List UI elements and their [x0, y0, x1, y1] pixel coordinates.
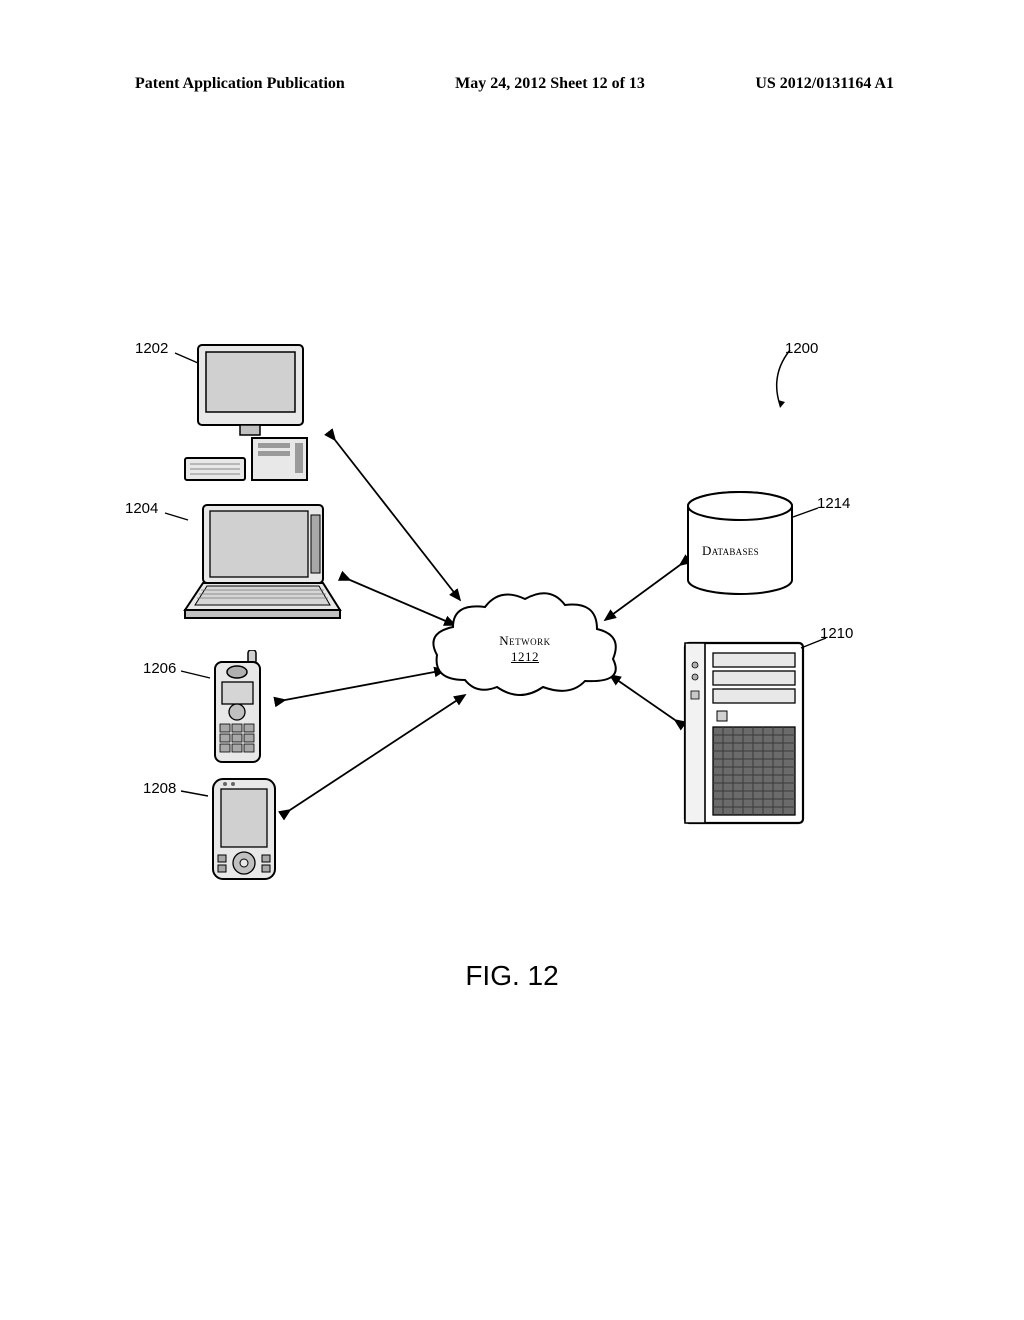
leader-1204 — [160, 508, 190, 528]
label-1214: 1214 — [817, 495, 850, 512]
figure-caption: FIG. 12 — [0, 960, 1024, 992]
server-icon — [675, 635, 815, 835]
network-diagram: 1200 1202 — [120, 300, 880, 950]
label-1208: 1208 — [143, 780, 176, 797]
label-1210: 1210 — [820, 625, 853, 642]
cloud-label: Network 1212 — [490, 633, 560, 665]
leader-1202 — [170, 348, 200, 368]
label-1200: 1200 — [785, 340, 818, 357]
database-text: Databases — [702, 543, 759, 559]
cellphone-icon — [205, 650, 280, 765]
cloud-title: Network — [490, 633, 560, 649]
leader-1200 — [760, 345, 840, 425]
label-1202: 1202 — [135, 340, 168, 357]
leader-1208 — [178, 788, 213, 803]
desktop-icon — [180, 340, 330, 485]
page-header: Patent Application Publication May 24, 2… — [0, 75, 1024, 93]
laptop-icon — [175, 500, 345, 635]
label-1204: 1204 — [125, 500, 158, 517]
label-1206: 1206 — [143, 660, 176, 677]
cloud-num: 1212 — [490, 649, 560, 665]
header-left: Patent Application Publication — [135, 75, 345, 93]
leader-1206 — [178, 668, 213, 683]
header-right: US 2012/0131164 A1 — [755, 75, 894, 93]
header-middle: May 24, 2012 Sheet 12 of 13 — [455, 75, 645, 93]
page: Patent Application Publication May 24, 2… — [0, 0, 1024, 1320]
pda-icon — [205, 775, 285, 885]
